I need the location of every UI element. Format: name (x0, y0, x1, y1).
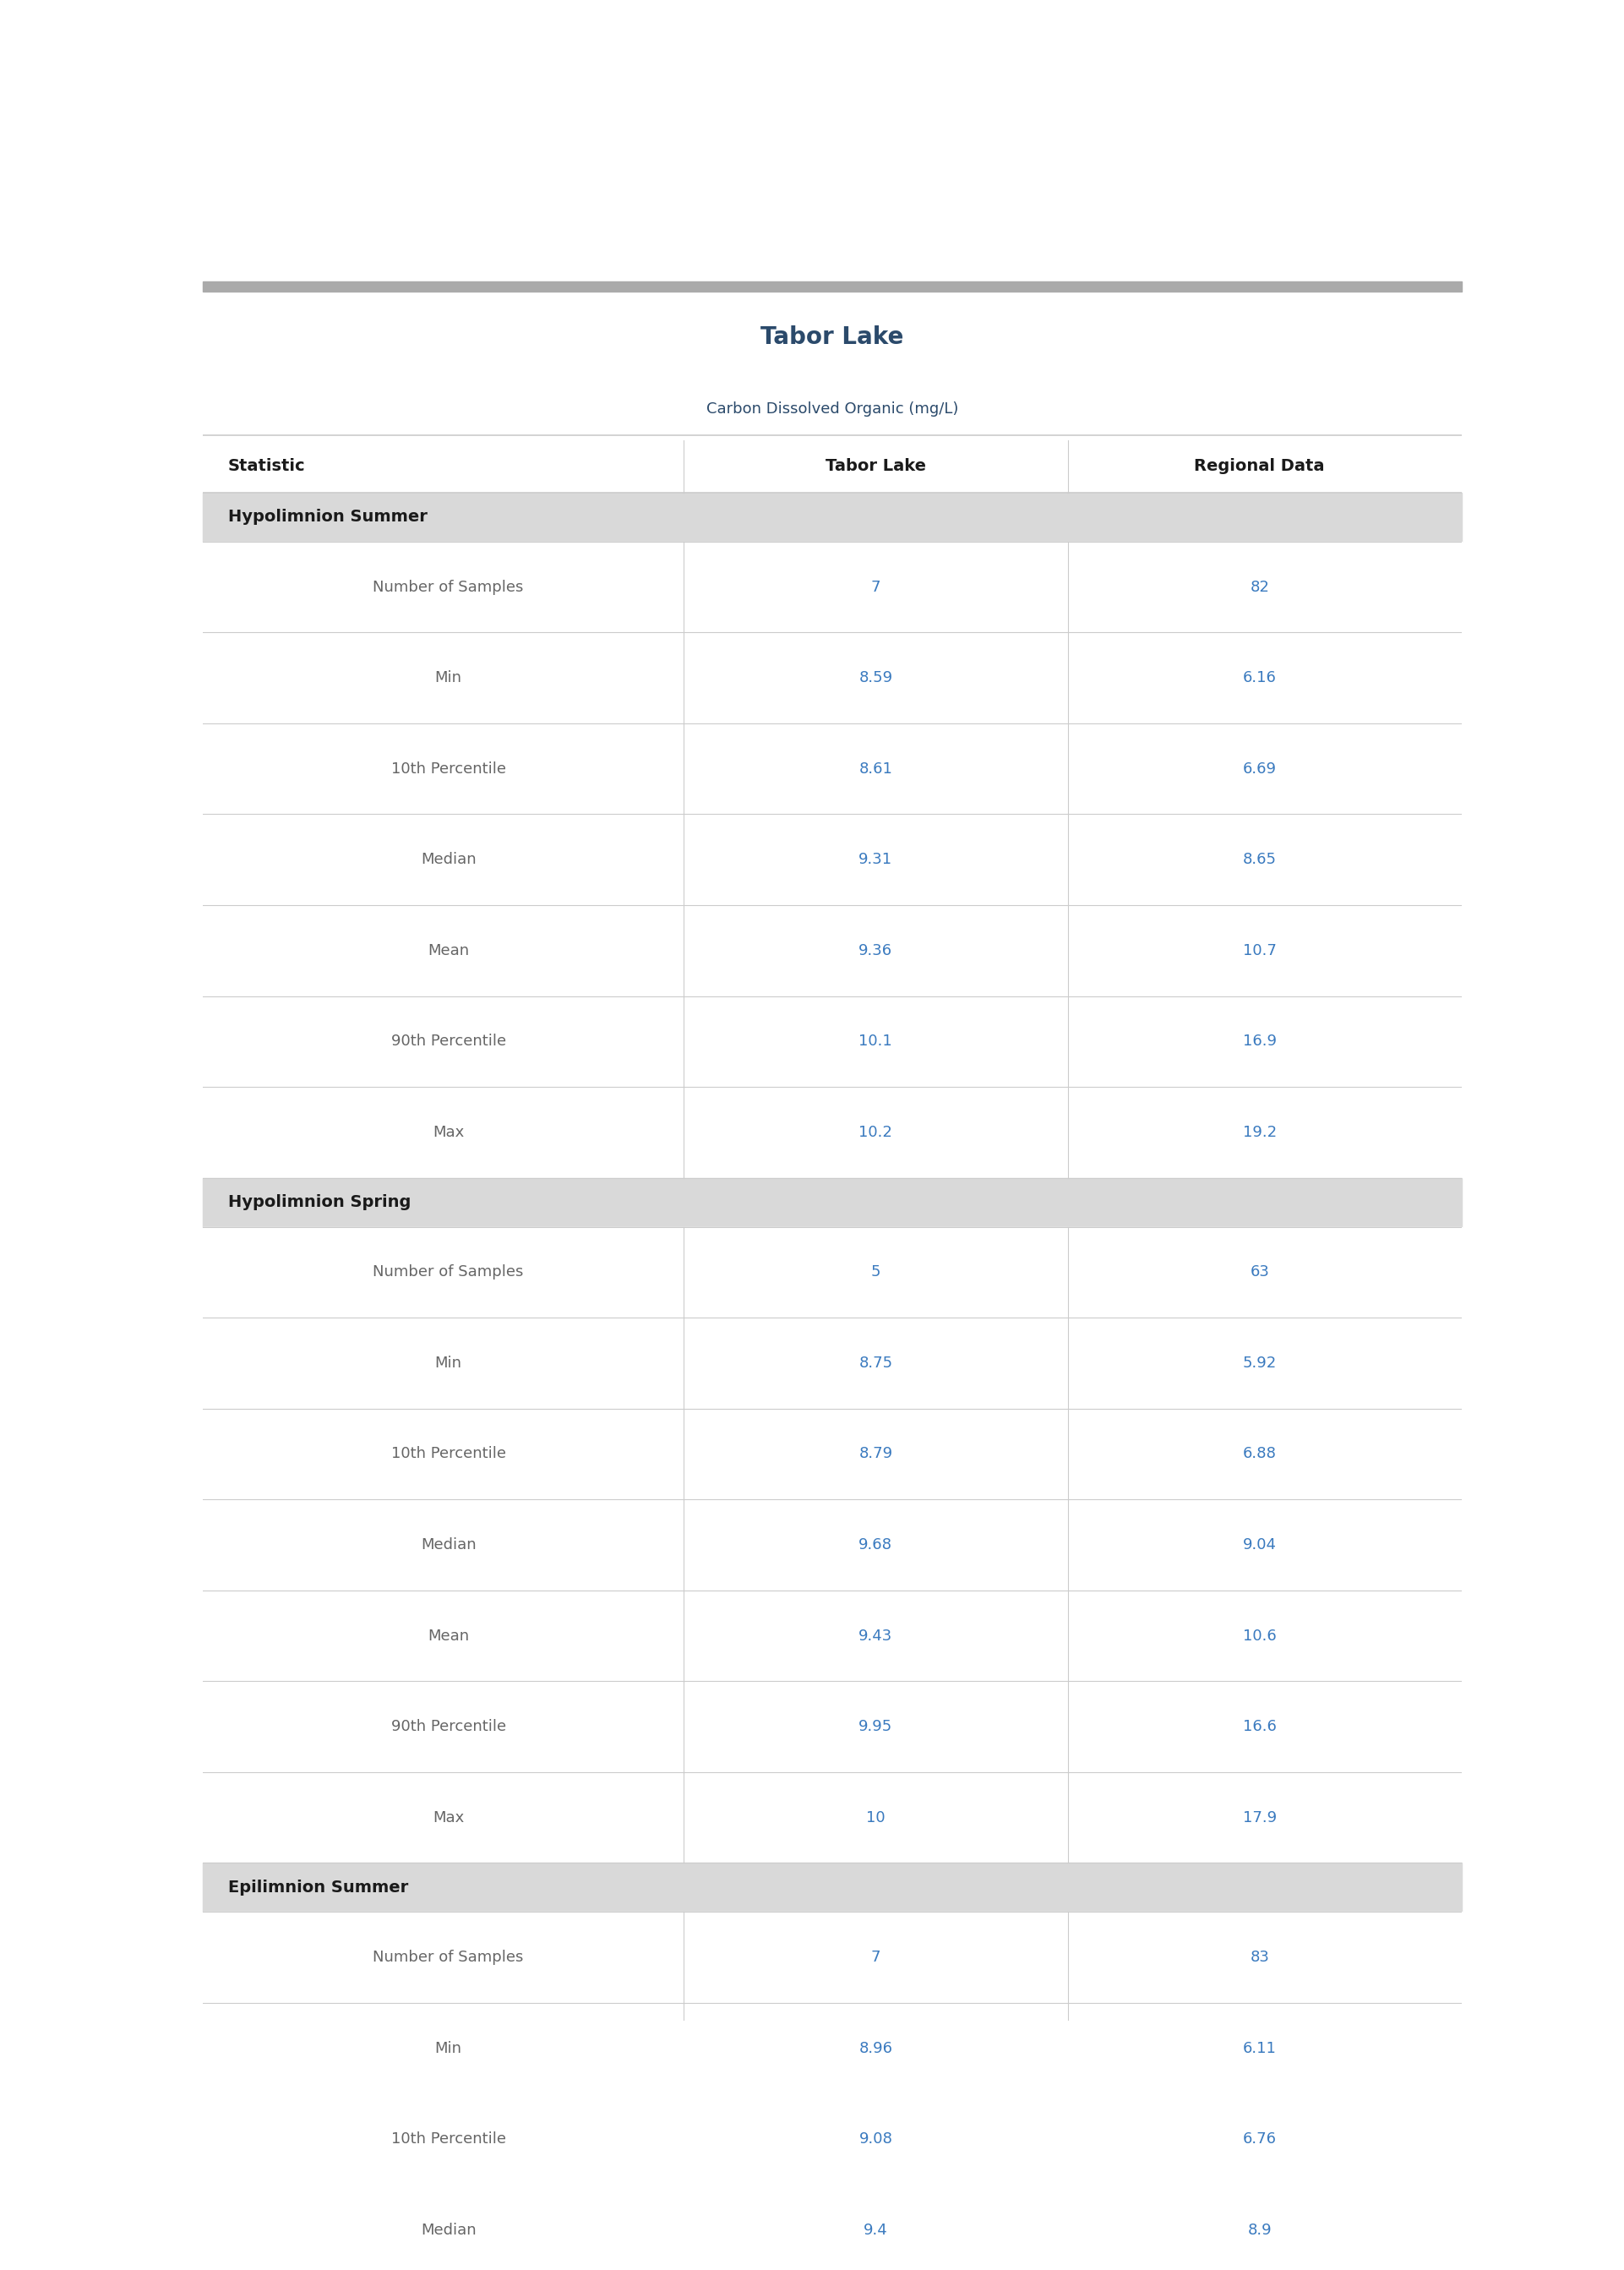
Text: 7: 7 (870, 1950, 880, 1966)
Bar (203, 2002, 1462, 2093)
Text: 9.4: 9.4 (864, 2222, 888, 2238)
Text: 8.79: 8.79 (859, 1446, 893, 1462)
Bar (203, 1087, 1462, 1178)
Text: 9.68: 9.68 (859, 1537, 893, 1553)
Text: 16.6: 16.6 (1242, 1718, 1276, 1734)
Bar (203, 543, 1462, 633)
Bar (203, 1317, 1462, 1410)
Text: Epilimnion Summer: Epilimnion Summer (227, 1880, 408, 1895)
Text: 6.16: 6.16 (1242, 670, 1276, 686)
Text: Regional Data: Regional Data (1194, 459, 1325, 474)
Text: Max: Max (432, 1124, 464, 1140)
Text: Min: Min (435, 2041, 461, 2057)
Text: 9.36: 9.36 (859, 942, 893, 958)
Text: 6.69: 6.69 (1242, 760, 1276, 776)
Bar (203, 1500, 1462, 1591)
Text: Min: Min (435, 1355, 461, 1371)
Text: Statistic: Statistic (227, 459, 305, 474)
Bar (203, 493, 1462, 543)
Text: Number of Samples: Number of Samples (374, 579, 523, 595)
Bar (203, 1178, 1462, 1226)
Text: 82: 82 (1250, 579, 1270, 595)
Text: Median: Median (421, 1537, 476, 1553)
Text: 9.31: 9.31 (859, 851, 893, 867)
Bar (203, 1911, 1462, 2002)
Text: 8.9: 8.9 (1247, 2222, 1272, 2238)
Text: 10.2: 10.2 (859, 1124, 893, 1140)
Text: 8.59: 8.59 (859, 670, 893, 686)
Text: 10th Percentile: 10th Percentile (391, 1446, 505, 1462)
Text: 16.9: 16.9 (1242, 1033, 1276, 1049)
Text: Carbon Dissolved Organic (mg/L): Carbon Dissolved Organic (mg/L) (706, 402, 958, 415)
Bar (203, 1410, 1462, 1500)
Text: 9.95: 9.95 (859, 1718, 893, 1734)
Text: 19.2: 19.2 (1242, 1124, 1276, 1140)
Text: 10: 10 (866, 1809, 885, 1825)
Text: 90th Percentile: 90th Percentile (391, 1718, 507, 1734)
Bar (203, 2184, 1462, 2270)
Text: 10.7: 10.7 (1242, 942, 1276, 958)
Text: 9.04: 9.04 (1242, 1537, 1276, 1553)
Text: 8.75: 8.75 (859, 1355, 893, 1371)
Text: Median: Median (421, 851, 476, 867)
Text: 10th Percentile: 10th Percentile (391, 760, 505, 776)
Bar (203, 2093, 1462, 2184)
Bar (203, 997, 1462, 1087)
Bar (203, 1226, 1462, 1317)
Text: Min: Min (435, 670, 461, 686)
Bar (203, 281, 1462, 291)
Text: 8.65: 8.65 (1242, 851, 1276, 867)
Bar (203, 1773, 1462, 1864)
Bar (203, 633, 1462, 724)
Bar (203, 1682, 1462, 1773)
Bar (203, 440, 1462, 493)
Text: 8.96: 8.96 (859, 2041, 893, 2057)
Text: Number of Samples: Number of Samples (374, 1264, 523, 1280)
Text: 9.43: 9.43 (859, 1628, 893, 1643)
Bar (203, 1864, 1462, 1911)
Text: 10th Percentile: 10th Percentile (391, 2132, 505, 2147)
Text: 6.88: 6.88 (1242, 1446, 1276, 1462)
Text: Mean: Mean (427, 1628, 469, 1643)
Bar (203, 724, 1462, 815)
Text: 83: 83 (1250, 1950, 1270, 1966)
Text: Number of Samples: Number of Samples (374, 1950, 523, 1966)
Text: 10.1: 10.1 (859, 1033, 893, 1049)
Text: 5.92: 5.92 (1242, 1355, 1276, 1371)
Text: 7: 7 (870, 579, 880, 595)
Text: 8.61: 8.61 (859, 760, 893, 776)
Text: Median: Median (421, 2222, 476, 2238)
Text: 17.9: 17.9 (1242, 1809, 1276, 1825)
Bar (203, 815, 1462, 906)
Text: Tabor Lake: Tabor Lake (825, 459, 926, 474)
Text: Tabor Lake: Tabor Lake (760, 325, 905, 350)
Bar (203, 906, 1462, 997)
Text: 6.11: 6.11 (1242, 2041, 1276, 2057)
Text: 6.76: 6.76 (1242, 2132, 1276, 2147)
Text: 10.6: 10.6 (1242, 1628, 1276, 1643)
Text: 9.08: 9.08 (859, 2132, 893, 2147)
Text: Hypolimnion Spring: Hypolimnion Spring (227, 1194, 411, 1210)
Bar (203, 1591, 1462, 1682)
Text: Mean: Mean (427, 942, 469, 958)
Text: Hypolimnion Summer: Hypolimnion Summer (227, 508, 427, 524)
Text: 5: 5 (870, 1264, 880, 1280)
Text: 63: 63 (1250, 1264, 1270, 1280)
Text: Max: Max (432, 1809, 464, 1825)
Text: 90th Percentile: 90th Percentile (391, 1033, 507, 1049)
